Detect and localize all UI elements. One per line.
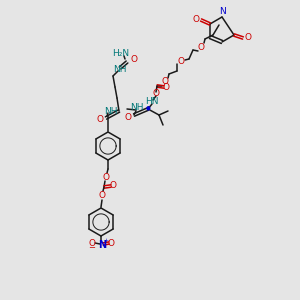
Text: O: O (110, 181, 116, 190)
Text: O: O (244, 34, 251, 43)
Text: +: + (103, 238, 109, 244)
Text: O: O (197, 43, 205, 52)
Text: NH: NH (130, 103, 144, 112)
Text: O: O (98, 191, 106, 200)
Text: O: O (178, 58, 184, 67)
Text: N: N (220, 8, 226, 16)
Text: O: O (152, 89, 160, 98)
Text: O: O (130, 55, 137, 64)
Text: O: O (161, 77, 169, 86)
Text: −: − (88, 244, 95, 253)
Text: O: O (107, 238, 115, 247)
Text: O: O (163, 82, 170, 91)
Text: O: O (97, 116, 104, 124)
Text: NH: NH (113, 64, 127, 74)
Text: O: O (103, 172, 110, 182)
Text: O: O (124, 113, 131, 122)
Text: N: N (98, 240, 106, 250)
Text: HN: HN (145, 98, 159, 106)
Text: H₂N: H₂N (112, 50, 130, 58)
Text: O: O (88, 238, 95, 247)
Text: ●: ● (146, 106, 150, 110)
Text: NH: NH (104, 106, 118, 116)
Text: O: O (193, 14, 200, 23)
